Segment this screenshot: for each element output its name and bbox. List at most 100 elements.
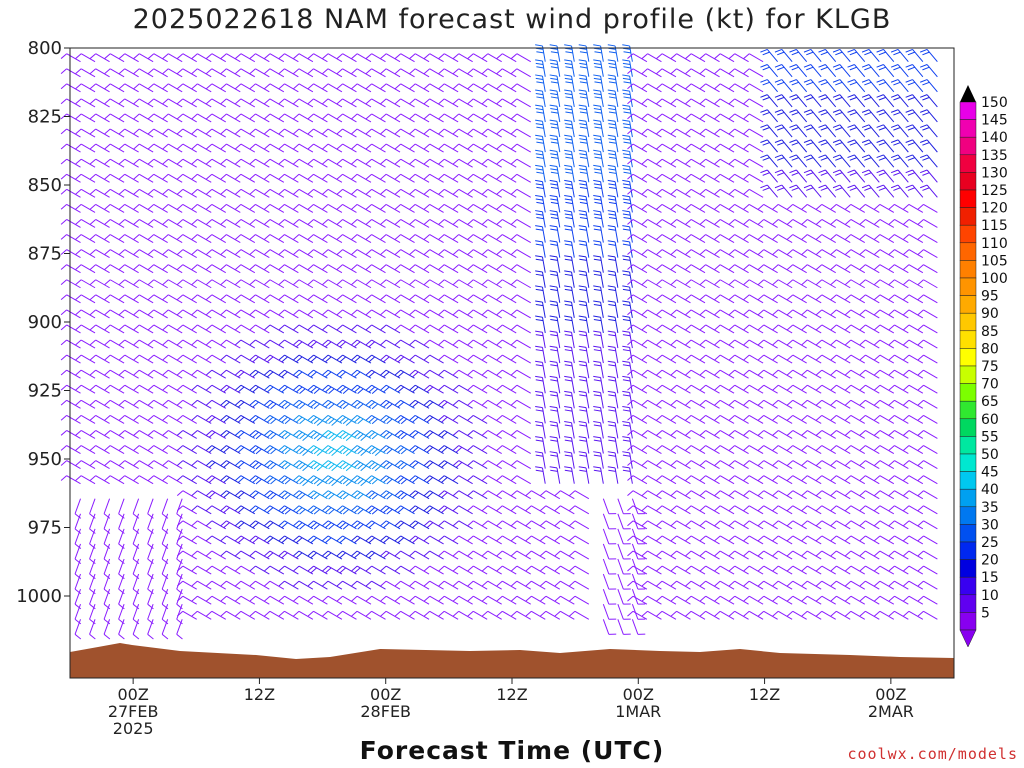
wind-barb [569,535,590,545]
x-tick-label: 12Z [749,685,780,704]
wind-barb [75,430,96,439]
wind-barb [452,249,473,259]
wind-barb [191,98,212,108]
wind-barb [147,309,168,319]
wind-barb [803,139,822,153]
wind-barb [593,59,604,77]
wind-barb [380,83,401,93]
wind-barb [365,414,386,425]
wind-barb [481,369,502,379]
wind-barb [104,430,125,439]
wind-barb [728,68,749,78]
wind-barb [278,203,299,213]
wind-barb [235,188,256,198]
wind-barb [481,53,502,63]
wind-barb [351,475,372,487]
wind-barb [830,595,851,605]
wind-barb [510,369,531,379]
wind-barb [176,384,197,394]
wind-barb [394,580,415,590]
wind-barb [728,610,749,620]
wind-barb [622,210,633,228]
wind-barb [510,384,531,394]
wind-barb [365,535,386,545]
wind-barb [757,460,778,470]
wind-barb [920,124,938,138]
wind-barb [830,219,851,228]
wind-barb [380,369,401,379]
wind-barb [743,535,764,545]
wind-barb [801,535,822,545]
colorbar-label: 110 [981,236,1008,252]
wind-barb [293,98,314,108]
wind-barb [903,219,924,228]
wind-barb [641,188,662,198]
wind-barb [104,324,125,334]
wind-barb [774,169,793,183]
wind-barb [293,565,314,575]
wind-barb [578,315,590,334]
wind-barb [423,595,444,605]
wind-barb [743,505,764,515]
wind-barb [772,203,793,213]
wind-barb [714,173,735,183]
wind-barb [847,79,866,93]
wind-barb [564,255,575,273]
wind-barb [481,580,502,590]
wind-barb [685,460,706,470]
wind-barb [89,573,96,595]
wind-barb [147,339,168,349]
wind-barb [336,128,357,138]
wind-barb [467,128,488,138]
wind-barb [743,203,764,213]
wind-barb [467,158,488,168]
wind-barb [147,558,154,580]
wind-barb [714,234,735,243]
wind-barb [205,234,227,243]
wind-barb [699,219,720,228]
wind-barb [774,139,793,153]
wind-barb [191,294,212,304]
wind-barb [622,300,633,318]
wind-barb [365,158,386,168]
wind-barb [220,249,241,259]
wind-barb [496,128,517,138]
wind-barb [191,173,212,183]
wind-barb [656,550,677,560]
wind-barb [728,53,749,63]
wind-barb [757,203,778,213]
wind-barb [60,399,81,409]
wind-barb [685,173,706,183]
wind-barb [176,580,197,590]
wind-barb [685,324,706,334]
wind-barb [89,249,110,259]
wind-barb [803,48,822,63]
wind-barb [830,369,851,379]
wind-barb [278,173,299,183]
wind-barb [757,445,778,454]
wind-barb [627,264,648,274]
wind-barb [89,354,110,364]
wind-barb [132,543,140,565]
wind-barb [818,184,837,198]
colorbar-label: 80 [981,341,999,357]
wind-barb [249,384,270,394]
wind-barb [728,219,749,228]
wind-barb [409,128,430,138]
wind-barb [876,124,895,138]
wind-barb [191,475,212,485]
wind-barb [510,610,531,620]
wind-barb [774,48,793,63]
wind-barb [423,535,444,545]
wind-barb [438,565,459,575]
wind-barb [656,128,677,138]
wind-barb [510,173,531,183]
wind-barb [249,158,270,168]
wind-barb [830,565,851,575]
wind-barb [917,203,938,213]
colorbar-swatch [959,559,977,578]
wind-barb [888,234,909,243]
wind-barb [888,550,909,560]
wind-barb [133,68,154,78]
wind-barb [593,44,604,62]
